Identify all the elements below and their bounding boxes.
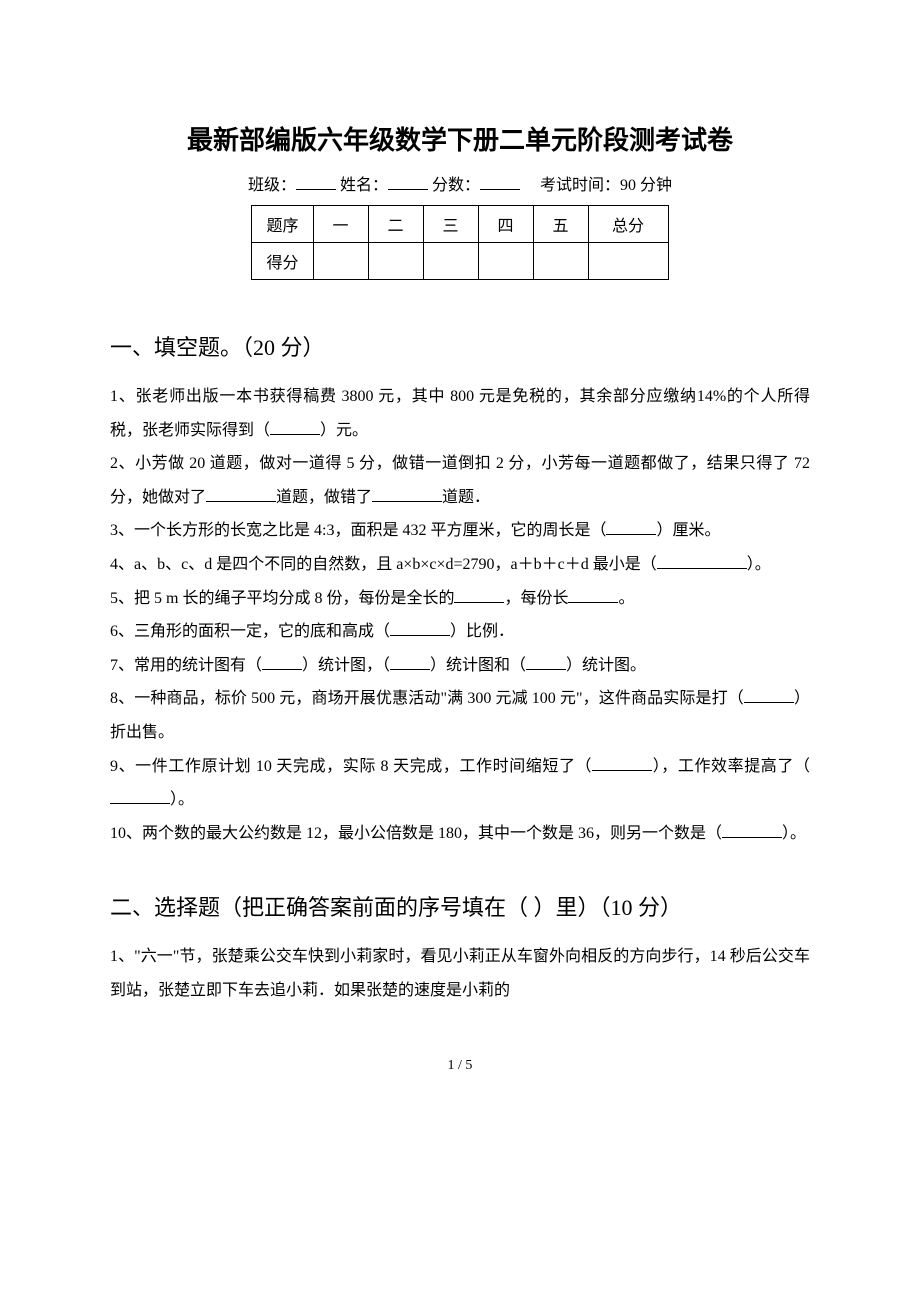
fill-blank[interactable] <box>270 419 320 435</box>
score-cell[interactable] <box>533 243 588 280</box>
fill-blank[interactable] <box>110 788 170 804</box>
q5-text-c: 。 <box>618 590 634 607</box>
fill-blank[interactable] <box>606 519 656 535</box>
score-blank[interactable] <box>480 174 520 190</box>
q6-text-b: ）比例． <box>450 623 514 640</box>
q7-text-c: ）统计图和（ <box>430 657 526 674</box>
q10-text-b: ）。 <box>782 825 806 842</box>
score-cell[interactable] <box>423 243 478 280</box>
score-cell[interactable] <box>588 243 668 280</box>
q2-text-b: 道题，做错了 <box>276 489 372 506</box>
name-label: 姓名： <box>340 177 388 194</box>
score-cell[interactable] <box>478 243 533 280</box>
q7-text-d: ）统计图。 <box>566 657 646 674</box>
col-5: 五 <box>533 206 588 243</box>
q9-text-a: 9、一件工作原计划 10 天完成，实际 8 天完成，工作时间缩短了（ <box>110 758 592 775</box>
time-label: 考试时间：90 分钟 <box>540 177 672 194</box>
score-label: 分数： <box>432 177 480 194</box>
q2-text-c: 道题． <box>442 489 490 506</box>
page-number: 1 / 5 <box>110 1058 810 1074</box>
table-score-row: 得分 <box>252 243 668 280</box>
q5-text-b: ，每份长 <box>504 590 568 607</box>
class-label: 班级： <box>248 177 296 194</box>
fill-blank[interactable] <box>454 587 504 603</box>
meta-line: 班级： 姓名： 分数： 考试时间：90 分钟 <box>110 171 810 195</box>
score-cell[interactable] <box>368 243 423 280</box>
col-1: 一 <box>313 206 368 243</box>
section-2-heading: 二、选择题（把正确答案前面的序号填在（ ）里）（10 分） <box>110 890 810 922</box>
question-3: 3、一个长方形的长宽之比是 4:3，面积是 432 平方厘米，它的周长是（ ）厘米… <box>110 514 810 548</box>
fill-blank[interactable] <box>206 486 276 502</box>
section-1-heading: 一、填空题。（20 分） <box>110 330 810 362</box>
fill-blank[interactable] <box>744 687 794 703</box>
question-8: 8、一种商品，标价 500 元，商场开展优惠活动"满 300 元减 100 元"… <box>110 682 810 749</box>
q5-text-a: 5、把 5 m 长的绳子平均分成 8 份，每份是全长的 <box>110 590 454 607</box>
q8-text-a: 8、一种商品，标价 500 元，商场开展优惠活动"满 300 元减 100 元"… <box>110 690 744 707</box>
q9-text-b: ），工作效率提高了（ <box>652 758 810 775</box>
class-blank[interactable] <box>296 174 336 190</box>
score-cell[interactable] <box>313 243 368 280</box>
score-table: 题序 一 二 三 四 五 总分 得分 <box>251 205 668 280</box>
fill-blank[interactable] <box>390 654 430 670</box>
question-9: 9、一件工作原计划 10 天完成，实际 8 天完成，工作时间缩短了（ ），工作效率… <box>110 750 810 817</box>
fill-blank[interactable] <box>372 486 442 502</box>
question-6: 6、三角形的面积一定，它的底和高成（ ）比例． <box>110 615 810 649</box>
question-4: 4、a、b、c、d 是四个不同的自然数，且 a×b×c×d=2790，a＋b＋c… <box>110 548 810 582</box>
col-2: 二 <box>368 206 423 243</box>
fill-blank[interactable] <box>592 755 652 771</box>
row-label-score: 得分 <box>252 243 313 280</box>
exam-title: 最新部编版六年级数学下册二单元阶段测考试卷 <box>110 120 810 157</box>
q7-text-a: 7、常用的统计图有（ <box>110 657 262 674</box>
q3-text-a: 3、一个长方形的长宽之比是 4:3，面积是 432 平方厘米，它的周长是（ <box>110 522 606 539</box>
section-2-question-1: 1、"六一"节，张楚乘公交车快到小莉家时，看见小莉正从车窗外向相反的方向步行，1… <box>110 940 810 1007</box>
col-total: 总分 <box>588 206 668 243</box>
q6-text-a: 6、三角形的面积一定，它的底和高成（ <box>110 623 390 640</box>
name-blank[interactable] <box>388 174 428 190</box>
q9-text-c: ）。 <box>170 791 194 808</box>
row-label-sequence: 题序 <box>252 206 313 243</box>
col-3: 三 <box>423 206 478 243</box>
q1-text-a: 1、张老师出版一本书获得稿费 3800 元，其中 800 元是免税的，其余部分应… <box>110 388 810 439</box>
fill-blank[interactable] <box>657 553 747 569</box>
fill-blank[interactable] <box>526 654 566 670</box>
q4-text-a: 4、a、b、c、d 是四个不同的自然数，且 a×b×c×d=2790，a＋b＋c… <box>110 556 657 573</box>
q7-text-b: ）统计图，（ <box>302 657 390 674</box>
question-1: 1、张老师出版一本书获得稿费 3800 元，其中 800 元是免税的，其余部分应… <box>110 380 810 447</box>
fill-blank[interactable] <box>568 587 618 603</box>
fill-blank[interactable] <box>390 620 450 636</box>
q10-text-a: 10、两个数的最大公约数是 12，最小公倍数是 180，其中一个数是 36，则另… <box>110 825 722 842</box>
q4-text-b: ）。 <box>747 556 771 573</box>
q1-text-b: ）元。 <box>320 422 368 439</box>
table-header-row: 题序 一 二 三 四 五 总分 <box>252 206 668 243</box>
question-10: 10、两个数的最大公约数是 12，最小公倍数是 180，其中一个数是 36，则另… <box>110 817 810 851</box>
question-5: 5、把 5 m 长的绳子平均分成 8 份，每份是全长的 ，每份长 。 <box>110 582 810 616</box>
fill-blank[interactable] <box>262 654 302 670</box>
question-7: 7、常用的统计图有（ ）统计图，（ ）统计图和（ ）统计图。 <box>110 649 810 683</box>
col-4: 四 <box>478 206 533 243</box>
question-2: 2、小芳做 20 道题，做对一道得 5 分，做错一道倒扣 2 分，小芳每一道题都… <box>110 447 810 514</box>
fill-blank[interactable] <box>722 822 782 838</box>
q3-text-b: ）厘米。 <box>656 522 720 539</box>
